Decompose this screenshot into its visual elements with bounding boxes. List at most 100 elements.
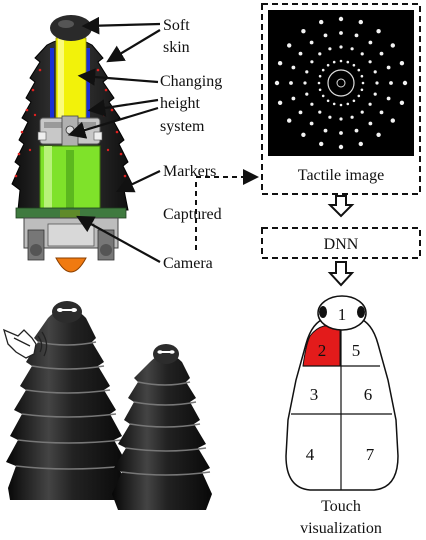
vis-body-outline [285, 317, 399, 491]
tactile-dot [305, 92, 309, 96]
tactile-dot [358, 19, 363, 25]
tactile-dot [338, 16, 344, 22]
vis-region-1 [317, 295, 367, 331]
tactile-dot [357, 94, 361, 98]
tactile-dot [287, 118, 292, 123]
region-label-2: 2 [318, 341, 327, 360]
tactile-dot [376, 29, 381, 34]
tactile-dot [376, 132, 381, 137]
tactile-dot [318, 74, 322, 78]
tactile-dot [319, 141, 324, 147]
tactile-dot [339, 117, 343, 121]
robots-photo [2, 301, 212, 510]
tactile-dot [332, 102, 336, 106]
tactile-dot [319, 19, 324, 25]
region-label-4: 4 [306, 445, 315, 464]
tactile-dot [291, 65, 296, 70]
tactile-dot [386, 65, 391, 70]
tactile-dot [399, 61, 405, 66]
tactile-dot [318, 52, 322, 56]
tactile-dot [346, 60, 350, 64]
tactile-dot [368, 121, 373, 126]
tactile-dot [298, 51, 303, 56]
tactile-dot [368, 102, 372, 106]
tactile-dot [318, 110, 322, 114]
label-touch-1: Touch [321, 498, 361, 515]
tactile-dot [301, 29, 306, 34]
tactile-dot [291, 96, 296, 101]
height-mechanism [37, 115, 103, 147]
tactile-dot [326, 99, 330, 103]
tactile-dot [298, 110, 303, 115]
blue-frame-right [86, 48, 90, 128]
tactile-dot [277, 100, 283, 106]
tactile-dot [375, 81, 379, 85]
tactile-dot [389, 81, 393, 85]
tactile-marker-dots [274, 16, 408, 150]
tactile-dot [317, 81, 321, 85]
tactile-dot [390, 43, 395, 48]
tactile-dot [287, 43, 292, 48]
tactile-dot [350, 47, 354, 51]
tactile-dot [357, 68, 361, 72]
tactile-dot [373, 92, 377, 96]
captured-flow [195, 169, 259, 250]
tactile-dot [318, 88, 322, 92]
tactile-dot [379, 110, 384, 115]
label-soft-skin-2: skin [163, 39, 190, 56]
tactile-dot [358, 141, 363, 147]
tactile-dot [368, 60, 372, 64]
tactile-dot [309, 40, 314, 45]
tactile-dot [332, 60, 336, 64]
label-changing-2: height [160, 95, 201, 112]
tactile-dot [361, 81, 365, 85]
tactile-dot [328, 115, 332, 119]
tactile-center-ring [327, 69, 355, 97]
flow-arrow-1 [327, 195, 355, 218]
label-markers: Markers [163, 163, 216, 180]
label-soft-skin-1: Soft [163, 17, 190, 34]
tactile-dot [339, 45, 343, 49]
tactile-dot [310, 102, 314, 106]
tactile-dot [402, 80, 408, 86]
tactile-dot [323, 33, 328, 38]
tactile-dot [360, 52, 364, 56]
flow-arrow-2 [327, 261, 355, 287]
tactile-dot [368, 40, 373, 45]
tactile-dot [399, 100, 405, 106]
tactile-dot [379, 51, 384, 56]
dnn-box [261, 227, 421, 259]
tactile-dot [350, 115, 354, 119]
large-robot [6, 308, 128, 500]
label-touch-2: visualization [300, 520, 382, 537]
blue-frame-left [50, 48, 54, 128]
tactile-dot [352, 99, 356, 103]
tactile-dot [323, 128, 328, 133]
tactile-dot [339, 31, 343, 35]
tactile-dot [360, 74, 364, 78]
tactile-dot [289, 81, 293, 85]
tactile-dot [328, 47, 332, 51]
tactile-dot [309, 121, 314, 126]
tactile-dot [339, 103, 343, 107]
lower-mechanics [23, 217, 119, 261]
tactile-dot [321, 94, 325, 98]
tactile-dot [310, 60, 314, 64]
tactile-dot [354, 128, 359, 133]
tactile-dot [305, 70, 309, 74]
tactile-dot [303, 81, 307, 85]
touch-hand-icon [2, 328, 48, 359]
tactile-dot [373, 70, 377, 74]
camera-dome [55, 257, 87, 273]
tactile-dot [360, 110, 364, 114]
region-label-5: 5 [352, 341, 361, 360]
label-dnn: DNN [324, 236, 359, 253]
tactile-dot [321, 68, 325, 72]
tactile-dot [301, 132, 306, 137]
tactile-dot [390, 118, 395, 123]
robot-cad-illustration [11, 15, 133, 273]
region-label-1: 1 [338, 305, 347, 324]
tactile-dot [274, 80, 280, 86]
tactile-dot [346, 102, 350, 106]
